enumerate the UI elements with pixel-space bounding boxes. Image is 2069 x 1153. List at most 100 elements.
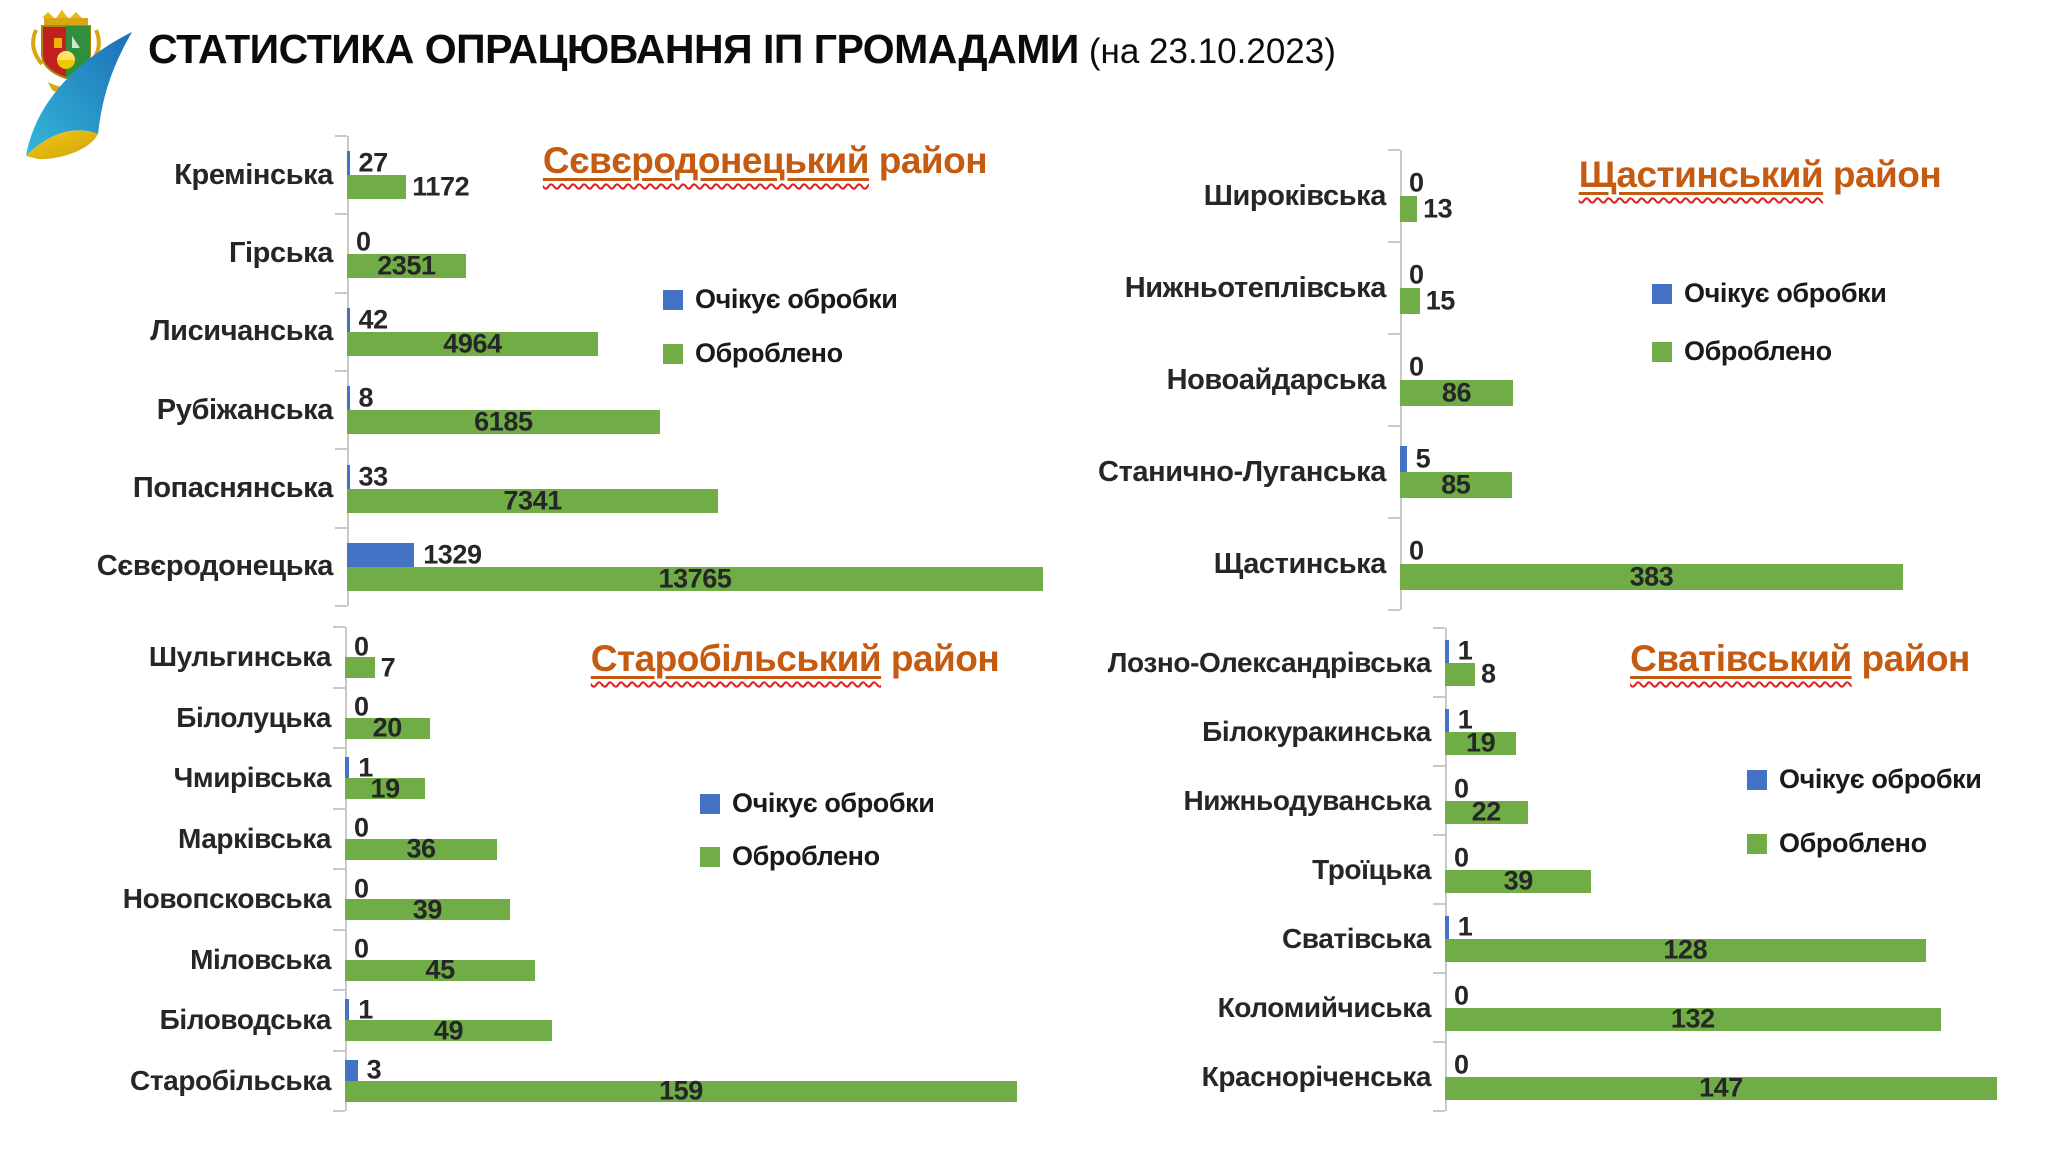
chart-title-underlined-word: Щастинський	[1578, 154, 1824, 195]
pending-value: 0	[354, 631, 369, 662]
pending-value: 0	[354, 933, 369, 964]
pending-value: 33	[358, 461, 389, 491]
legend-item-pending: Очікує обробки	[700, 788, 935, 819]
processed-value: 13765	[658, 563, 732, 594]
legend-pending-label: Очікує обробки	[695, 284, 898, 314]
pending-value: 0	[1409, 167, 1424, 198]
pending-bar	[1400, 446, 1407, 472]
legend-processed-swatch	[663, 343, 683, 364]
chart-title: Щастинський район	[1579, 154, 1942, 196]
legend-item-processed: Оброблено	[663, 338, 843, 369]
processed-value: 49	[433, 1015, 464, 1046]
axis-tick	[335, 213, 347, 216]
legend-item-pending: Очікує обробки	[663, 284, 898, 315]
pending-bar	[347, 151, 350, 176]
processed-value: 7	[380, 652, 396, 683]
category-label: Біловодська	[159, 1004, 332, 1036]
legend-item-processed: Оброблено	[1747, 828, 1927, 859]
chart-title-word-text: Сватівський	[1630, 638, 1852, 679]
legend-pending-label: Очікує обробки	[732, 788, 935, 818]
axis-tick	[333, 807, 345, 810]
processed-value: 39	[412, 894, 443, 925]
category-label: Нижньотеплівська	[1124, 271, 1387, 304]
processed-value: 6185	[474, 406, 533, 437]
axis-tick	[333, 686, 345, 689]
category-label: Широківська	[1203, 179, 1387, 212]
pending-value: 0	[354, 812, 369, 843]
legend-processed-label: Оброблено	[732, 841, 880, 871]
processed-value: 2351	[377, 250, 436, 280]
pending-bar	[347, 307, 350, 332]
pending-value: 1	[358, 994, 373, 1025]
legend-processed-swatch	[700, 846, 720, 867]
axis-tick	[1433, 696, 1445, 698]
category-label: Нижньодуванська	[1183, 784, 1431, 816]
processed-value: 8	[1481, 658, 1496, 689]
axis-tick	[1388, 333, 1400, 335]
processed-bar	[1400, 564, 1903, 590]
pending-value: 1	[1457, 635, 1473, 666]
pending-bar	[345, 999, 350, 1021]
axis-tick	[1433, 903, 1445, 905]
chart-title-rest: район	[881, 638, 1000, 679]
processed-value: 132	[1670, 1003, 1715, 1034]
legend-item-pending: Очікує обробки	[1652, 278, 1887, 309]
processed-bar	[1445, 1076, 1997, 1100]
processed-bar	[347, 175, 407, 200]
axis-tick	[335, 291, 347, 294]
pending-value: 0	[1409, 351, 1424, 382]
pending-value: 3	[366, 1054, 382, 1085]
pending-bar	[347, 386, 350, 411]
processed-value: 147	[1699, 1072, 1743, 1103]
category-label: Шульгинська	[148, 641, 332, 673]
pending-bar	[345, 1059, 358, 1081]
processed-bar	[347, 410, 660, 435]
pending-value: 0	[1454, 1049, 1469, 1080]
pending-bar	[347, 464, 350, 489]
processed-value: 22	[1471, 796, 1502, 827]
category-label: Сєвєродонецька	[96, 550, 334, 583]
processed-bar	[1400, 288, 1420, 314]
axis-tick	[1433, 972, 1445, 974]
page-title: СТАТИСТИКА ОПРАЦЮВАННЯ ІП ГРОМАДАМИ (на 2…	[148, 26, 1336, 73]
legend-item-pending: Очікує обробки	[1747, 764, 1982, 795]
pending-value: 1	[1457, 704, 1473, 735]
category-label: Красноріченська	[1201, 1060, 1432, 1092]
processed-value: 36	[406, 833, 436, 864]
legend-pending-label: Очікує обробки	[1684, 278, 1887, 308]
chart-title-word-text: Щастинський	[1578, 154, 1824, 195]
legend-pending-swatch	[1747, 769, 1767, 790]
chart-title-rest: район	[868, 140, 988, 181]
processed-value: 85	[1441, 469, 1471, 500]
pending-value: 8	[358, 382, 374, 413]
processed-bar	[1445, 938, 1926, 962]
pending-bar	[347, 542, 415, 567]
category-label: Чмирівська	[173, 762, 332, 794]
processed-value: 45	[425, 954, 455, 985]
page-title-date: (на 23.10.2023)	[1088, 32, 1336, 71]
processed-value: 19	[1466, 727, 1496, 758]
processed-bar	[347, 331, 598, 356]
chart-title-rest: район	[1823, 154, 1942, 195]
pending-value: 1329	[423, 539, 482, 570]
axis-tick	[333, 928, 345, 931]
pending-value: 5	[1415, 443, 1431, 474]
chart-title: Сєвєродонецький район	[542, 140, 988, 182]
processed-bar	[1445, 731, 1517, 755]
processed-bar	[345, 778, 426, 800]
legend-item-processed: Оброблено	[1652, 336, 1832, 367]
axis-tick	[1388, 149, 1400, 151]
chart-title-word-text: Сєвєродонецький	[542, 140, 870, 181]
chart-title-underlined-word: Сватівський	[1630, 638, 1852, 679]
processed-bar	[1400, 196, 1418, 222]
pending-value: 0	[1454, 773, 1469, 804]
flag-swoosh-icon	[26, 32, 132, 160]
chart-title: Старобільський район	[591, 638, 1000, 680]
processed-bar	[345, 899, 510, 921]
processed-value: 86	[1441, 377, 1472, 408]
processed-value: 20	[372, 712, 403, 743]
legend-processed-label: Оброблено	[1779, 828, 1927, 858]
processed-bar	[1400, 380, 1513, 406]
axis-tick	[335, 605, 347, 607]
